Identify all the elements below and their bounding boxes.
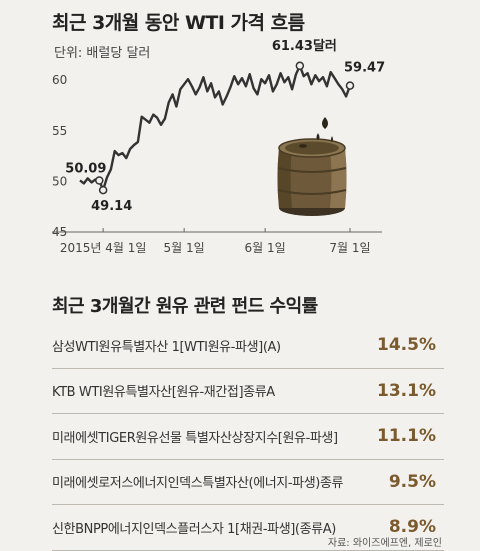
fund-return: 13.1% xyxy=(377,380,436,401)
annotation-marker xyxy=(95,176,104,185)
fund-return: 14.5% xyxy=(377,335,436,356)
x-tick-label: 7월 1일 xyxy=(329,241,370,255)
y-tick-label: 45 xyxy=(52,225,67,239)
oil-barrel-illustration xyxy=(277,117,347,216)
x-tick-label: 5월 1일 xyxy=(164,241,205,255)
annotation-label: 50.09 xyxy=(65,162,106,177)
chart-title: 최근 3개월 동안 WTI 가격 흐름 xyxy=(52,12,305,34)
fund-name: KTB WTI원유특별자산[원유-재간접]종류A xyxy=(52,385,275,401)
annotation-label: 49.14 xyxy=(91,199,132,214)
fund-row: 신한BNPP에너지인덱스플러스자 1[채권-파생](종류A) 8.9% xyxy=(52,505,444,551)
wti-line-chart: 45 50 55 60 2015년 4월 1일 5월 1일 6월 1일 7월 1일 50.09… xyxy=(52,38,385,255)
unit-label: 단위: 배럴당 달러 xyxy=(54,46,151,61)
annotation-marker xyxy=(295,61,305,71)
fund-row: 삼성WTI원유특별자산 1[WTI원유-파생](A) 14.5% xyxy=(52,323,444,369)
fund-name: 삼성WTI원유특별자산 1[WTI원유-파생](A) xyxy=(52,339,281,355)
fund-return: 8.9% xyxy=(388,517,436,538)
x-tick-label: 6월 1일 xyxy=(245,241,286,255)
fund-name: 미래에셋로저스에너지인덱스특별자산(에너지-파생)종류 xyxy=(52,476,344,492)
fund-return: 11.1% xyxy=(377,426,436,447)
annotation-label: 61.43달러 xyxy=(272,38,337,54)
fund-return-table: 삼성WTI원유특별자산 1[WTI원유-파생](A) 14.5% KTB WTI… xyxy=(52,323,444,551)
source-note: 자료: 와이즈에프엔, 제로인 xyxy=(327,538,442,549)
annotation-marker xyxy=(345,81,355,90)
fund-name: 신한BNPP에너지인덱스플러스자 1[채권-파생](종류A) xyxy=(52,521,336,537)
fund-name: 미래에셋TIGER원유선물 특별자산상장지수[원유-파생] xyxy=(52,430,338,446)
annotation-marker xyxy=(98,185,108,195)
y-tick-label: 55 xyxy=(52,124,67,138)
fund-row: KTB WTI원유특별자산[원유-재간접]종류A 13.1% xyxy=(52,369,444,414)
y-tick-label: 50 xyxy=(52,174,67,188)
fund-section-title: 최근 3개월간 원유 관련 펀드 수익률 xyxy=(52,296,318,317)
y-tick-label: 60 xyxy=(52,73,67,87)
fund-row: 미래에셋로저스에너지인덱스특별자산(에너지-파생)종류 9.5% xyxy=(52,460,444,505)
fund-row: 미래에셋TIGER원유선물 특별자산상장지수[원유-파생] 11.1% xyxy=(52,414,444,460)
fund-return: 9.5% xyxy=(388,471,436,492)
x-tick-label: 2015년 4월 1일 xyxy=(60,241,147,255)
annotation-label: 59.47 xyxy=(344,61,385,76)
wti-price-line xyxy=(79,64,352,192)
